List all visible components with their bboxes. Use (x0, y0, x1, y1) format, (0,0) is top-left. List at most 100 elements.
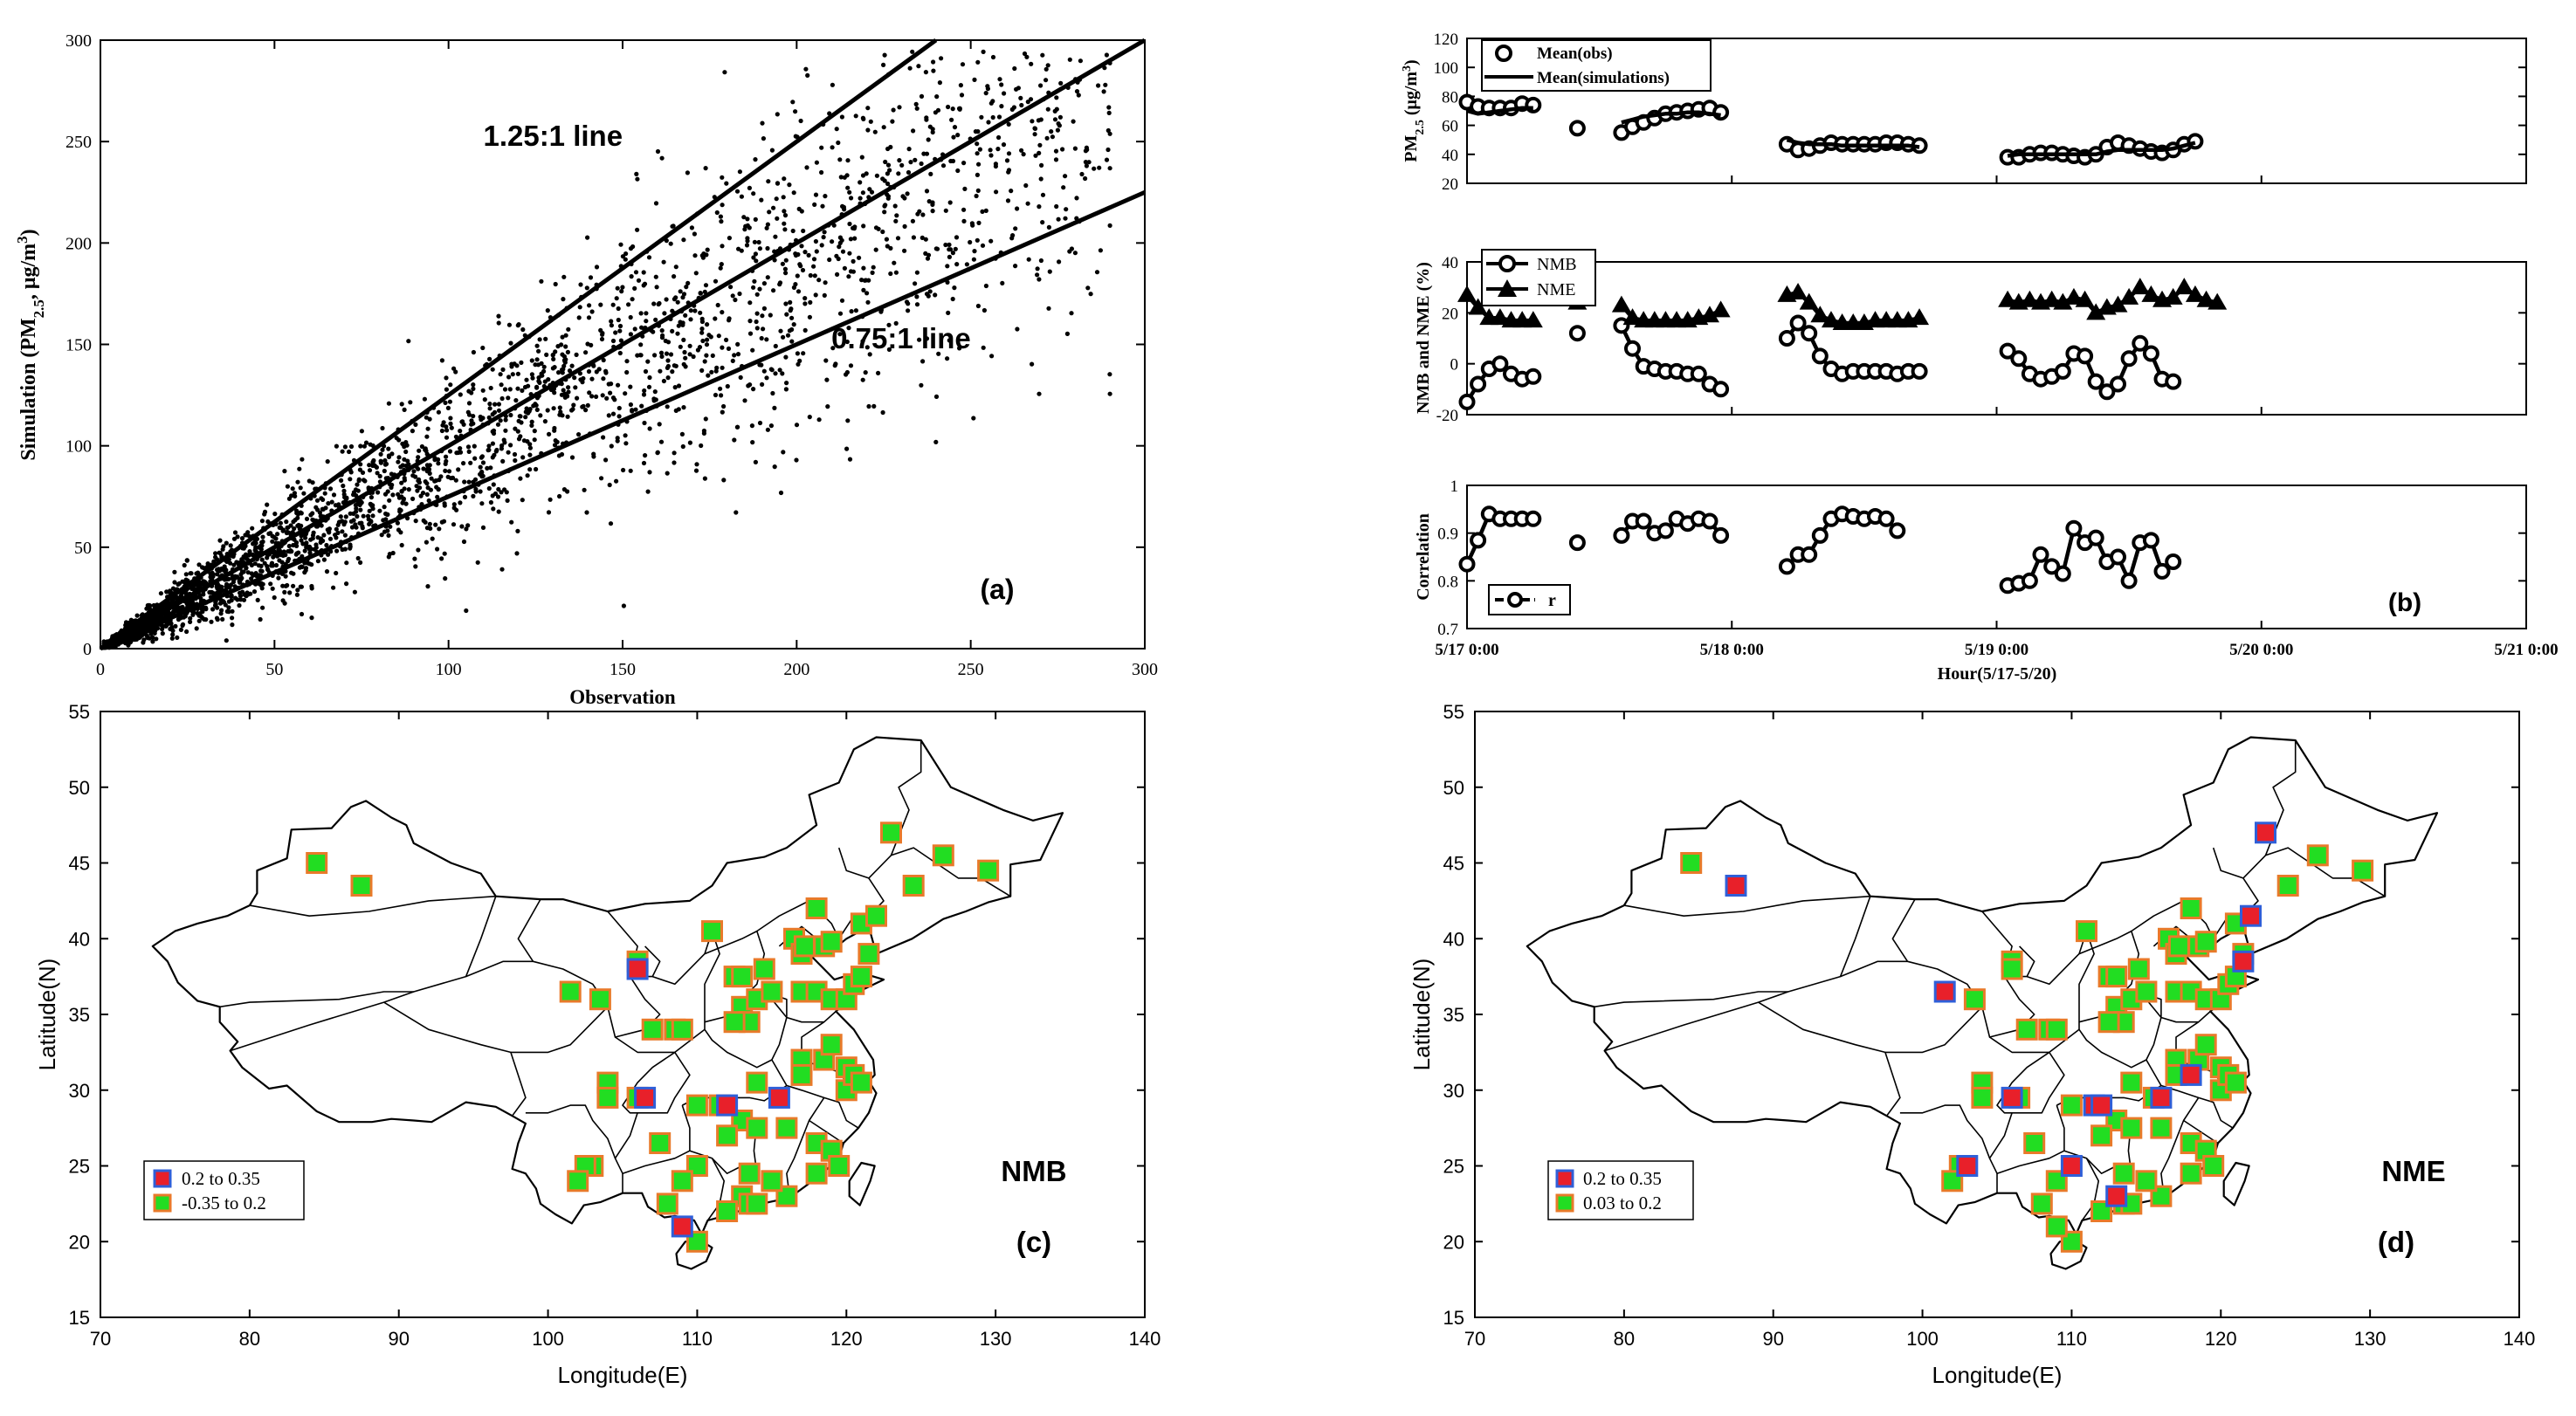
scatter-point (230, 622, 235, 628)
scatter-point (248, 591, 253, 596)
scatter-point (265, 519, 271, 525)
scatter-point (839, 114, 845, 120)
scatter-point (615, 438, 620, 443)
scatter-point (771, 205, 776, 210)
station-marker-low (2180, 897, 2202, 919)
corr-legend-label: r (1548, 591, 1556, 610)
x-tick-label: 100 (436, 660, 462, 679)
scatter-point (695, 347, 701, 353)
scatter-point (506, 375, 512, 380)
point-NMB (2098, 383, 2116, 401)
point-NMB (1801, 325, 1818, 342)
scatter-point (751, 255, 756, 260)
scatter-point (536, 379, 541, 384)
scatter-point (923, 237, 928, 242)
scatter-point (799, 244, 804, 249)
scatter-point (173, 623, 178, 629)
scatter-point (616, 405, 622, 411)
y-tick-label: 20 (1442, 175, 1458, 194)
scatter-point (827, 257, 832, 263)
scatter-point (518, 414, 523, 419)
province-boundary (383, 1001, 527, 1117)
point-NME (1910, 308, 1930, 326)
scatter-point (552, 390, 557, 395)
scatter-point (719, 219, 724, 224)
station-marker-high (2060, 1155, 2083, 1177)
station-marker-low (2105, 966, 2128, 988)
scatter-point (499, 382, 504, 388)
province-boundary (1988, 1104, 2065, 1174)
scatter-point (386, 533, 391, 539)
point-NME (1810, 306, 1830, 323)
point-NMB (1999, 342, 2016, 360)
scatter-point (772, 249, 777, 254)
scatter-point (680, 295, 685, 300)
scatter-point (286, 496, 292, 501)
scatter-point (169, 600, 175, 605)
scatter-point (620, 254, 626, 259)
scatter-point (737, 169, 743, 175)
scatter-point (924, 189, 930, 194)
scatter-point (684, 285, 689, 290)
point-NME (2020, 290, 2040, 307)
scatter-point (471, 386, 476, 391)
scatter-point (272, 552, 277, 557)
station-marker-low (731, 966, 754, 988)
scatter-point (402, 444, 407, 450)
scatter-point (446, 469, 452, 474)
scatter-point (647, 426, 652, 431)
scatter-point (672, 274, 677, 279)
scatter-point (1052, 117, 1058, 122)
scatter-point (665, 358, 671, 363)
point-NMB (2165, 373, 2182, 390)
x-tick-label: 90 (388, 1328, 409, 1350)
scatter-point (644, 311, 649, 316)
scatter-point (410, 473, 416, 478)
province-boundary (1604, 991, 1789, 1052)
scatter-point (385, 489, 390, 494)
scatter-point (1083, 175, 1088, 182)
scatter-point (886, 347, 892, 352)
scatter-point (563, 333, 568, 338)
scatter-point (791, 322, 796, 327)
scatter-point (1107, 131, 1112, 136)
scatter-point (327, 528, 332, 533)
scatter-point (294, 592, 300, 597)
scatter-point (823, 194, 828, 199)
scatter-point (445, 405, 451, 410)
scatter-point (647, 375, 652, 381)
scatter-point (765, 275, 770, 280)
scatter-point (451, 522, 457, 527)
scatter-point (1032, 126, 1037, 131)
scatter-point (454, 450, 459, 456)
point-r (1877, 510, 1895, 527)
scatter-point (265, 564, 270, 569)
scatter-point (606, 413, 611, 418)
scatter-point (773, 371, 778, 376)
scatter-point (816, 278, 822, 283)
scatter-point (230, 575, 235, 581)
scatter-point (819, 169, 824, 175)
scatter-point (258, 563, 264, 569)
scatter-point (244, 594, 249, 599)
y-tick-label: 15 (69, 1307, 90, 1329)
scatter-point (491, 428, 497, 433)
scatter-point (999, 104, 1004, 109)
scatter-point (387, 498, 392, 503)
scatter-point (519, 360, 524, 365)
scatter-point (955, 133, 961, 138)
scatter-point (681, 405, 686, 410)
scatter-point (351, 518, 356, 523)
scatter-point (223, 602, 228, 608)
scatter-point (342, 444, 348, 450)
point-r (1778, 558, 1795, 575)
scatter-point (950, 107, 955, 112)
scatter-point (701, 430, 707, 436)
scatter-point (286, 548, 291, 554)
scatter-point (830, 82, 836, 87)
scatter-point (899, 162, 905, 168)
panel-a-label: (a) (980, 574, 1014, 605)
scatter-point (1009, 189, 1014, 194)
scatter-point (201, 592, 206, 597)
x-tick-label: 100 (1906, 1328, 1939, 1350)
